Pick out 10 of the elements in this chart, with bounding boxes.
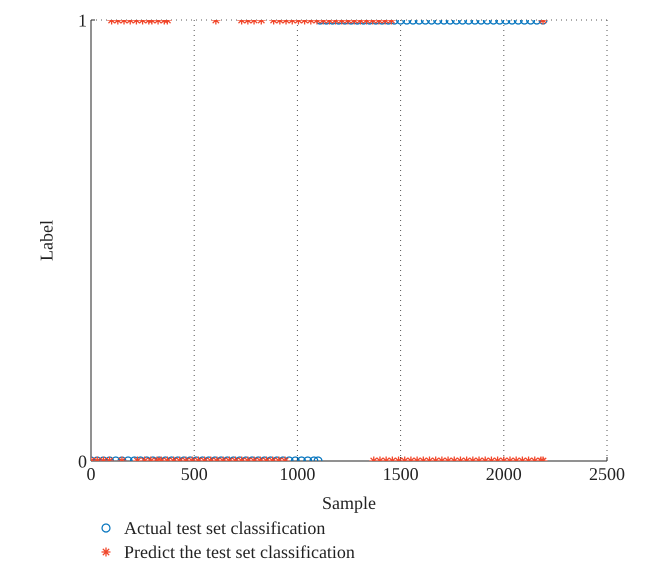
y-tick-label: 1 bbox=[78, 10, 87, 30]
x-tick-label: 1500 bbox=[382, 464, 419, 484]
x-tick-label: 1000 bbox=[279, 464, 316, 484]
legend-label: Actual test set classification bbox=[124, 518, 326, 538]
legend-label: Predict the test set classification bbox=[124, 542, 355, 562]
y-axis-title: Label bbox=[36, 220, 56, 261]
x-tick-label: 2000 bbox=[486, 464, 522, 484]
x-tick-label: 2500 bbox=[589, 464, 625, 484]
x-tick-label: 500 bbox=[180, 464, 208, 484]
x-axis-title: Sample bbox=[322, 493, 376, 513]
